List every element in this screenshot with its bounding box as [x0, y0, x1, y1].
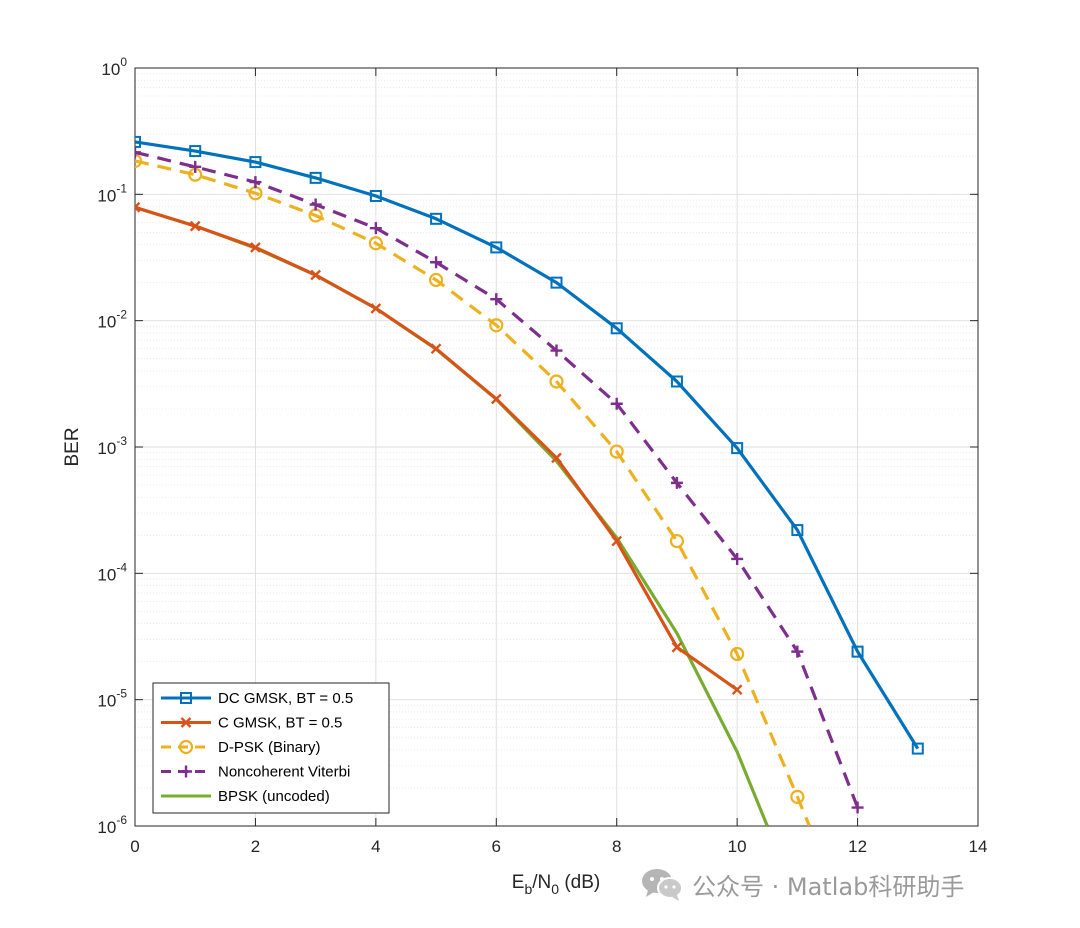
square-marker — [135, 135, 141, 148]
watermark-text: 公众号 · Matlab科研助手 — [692, 872, 965, 901]
x-tick-label: 2 — [251, 837, 260, 856]
x-marker — [731, 684, 743, 696]
y-tick-label: 10-4 — [97, 560, 127, 584]
circle-marker — [669, 533, 685, 549]
x-marker — [189, 220, 201, 232]
x-tick-label: 6 — [492, 837, 501, 856]
circle-marker — [135, 153, 143, 168]
x-marker — [490, 393, 502, 405]
circle-marker — [549, 374, 564, 389]
legend: DC GMSK, BT = 0.5 C GMSK, BT = 0.5 D-PSK (… — [152, 682, 390, 814]
x-marker — [310, 269, 321, 281]
circle-marker — [489, 318, 504, 333]
series-line — [135, 159, 811, 826]
square-marker — [189, 145, 202, 158]
plus-marker — [135, 146, 141, 159]
circle-marker — [178, 739, 194, 755]
plus-marker — [550, 344, 563, 357]
series-line — [135, 140, 920, 750]
y-tick-label: 10-6 — [97, 813, 127, 837]
x-tick-label: 8 — [612, 837, 621, 856]
x-marker — [611, 535, 623, 547]
legend-label: Noncoherent Viterbi — [218, 764, 350, 781]
axis-ticks — [134, 67, 979, 827]
square-marker — [369, 190, 382, 203]
series-4 — [135, 146, 864, 814]
plus-marker — [490, 293, 503, 306]
x-marker — [180, 717, 192, 728]
legend-label: C GMSK, BT = 0.5 — [218, 715, 342, 732]
circle-marker — [730, 646, 745, 662]
plus-marker — [180, 765, 192, 778]
x-marker — [370, 303, 382, 314]
x-tick-labels: 0 2 4 6 8 10 12 14 — [130, 837, 987, 856]
plus-marker — [670, 476, 683, 489]
plus-marker — [610, 397, 623, 410]
x-tick-label: 0 — [130, 837, 139, 856]
legend-label: D-PSK (Binary) — [218, 739, 321, 756]
x-marker — [430, 343, 442, 355]
circle-marker — [368, 236, 383, 251]
plus-marker — [430, 256, 443, 269]
square-marker — [490, 241, 503, 254]
legend-label: DC GMSK, BT = 0.5 — [218, 690, 353, 707]
y-axis-title: BER — [62, 427, 83, 466]
wechat-icon — [642, 869, 683, 901]
square-marker — [911, 742, 924, 755]
square-marker — [670, 375, 683, 388]
legend-entry: DC GMSK, BT = 0.5 — [161, 690, 353, 707]
x-marker — [551, 452, 562, 464]
square-marker — [430, 212, 443, 225]
legend-entry: C GMSK, BT = 0.5 — [161, 715, 342, 732]
square-marker — [610, 322, 623, 335]
x-tick-label: 12 — [848, 837, 867, 856]
circle-marker — [790, 789, 805, 804]
square-marker — [791, 524, 804, 537]
square-marker — [180, 692, 192, 704]
legend-entry: D-PSK (Binary) — [161, 739, 321, 756]
watermark: 公众号 · Matlab科研助手 — [640, 866, 964, 902]
y-tick-label: 10-1 — [97, 181, 127, 205]
legend-entry: Noncoherent Viterbi — [161, 764, 350, 781]
x-tick-label: 14 — [969, 837, 988, 856]
square-marker — [309, 171, 322, 184]
series-1 — [135, 135, 924, 755]
y-tick-label: 10-3 — [97, 434, 127, 458]
circle-marker — [609, 444, 624, 459]
y-tick-label: 10-5 — [97, 687, 127, 711]
plus-marker — [309, 198, 322, 211]
y-tick-label: 100 — [101, 55, 127, 79]
square-marker — [851, 645, 864, 658]
series-group — [135, 135, 924, 826]
y-tick-label: 10-2 — [97, 308, 127, 332]
x-tick-label: 4 — [371, 837, 380, 856]
legend-entry: BPSK (uncoded) — [161, 788, 330, 805]
series-2 — [135, 201, 743, 696]
plus-marker — [189, 160, 202, 173]
plus-marker — [731, 552, 744, 565]
plus-marker — [851, 801, 864, 814]
x-axis-title: Eb/N0 (dB) — [512, 872, 600, 897]
x-tick-label: 10 — [728, 837, 747, 856]
square-marker — [550, 276, 563, 289]
y-tick-labels: 100 10-1 10-2 10-3 10-4 10-5 10-6 — [97, 55, 127, 837]
plus-marker — [369, 222, 382, 235]
circle-marker — [428, 272, 444, 288]
x-marker — [671, 641, 683, 653]
plus-marker — [249, 176, 262, 189]
x-marker — [250, 242, 261, 253]
square-marker — [731, 442, 744, 455]
plus-marker — [791, 645, 804, 658]
x-marker — [135, 201, 141, 213]
legend-label: BPSK (uncoded) — [218, 788, 330, 805]
square-marker — [249, 156, 262, 169]
